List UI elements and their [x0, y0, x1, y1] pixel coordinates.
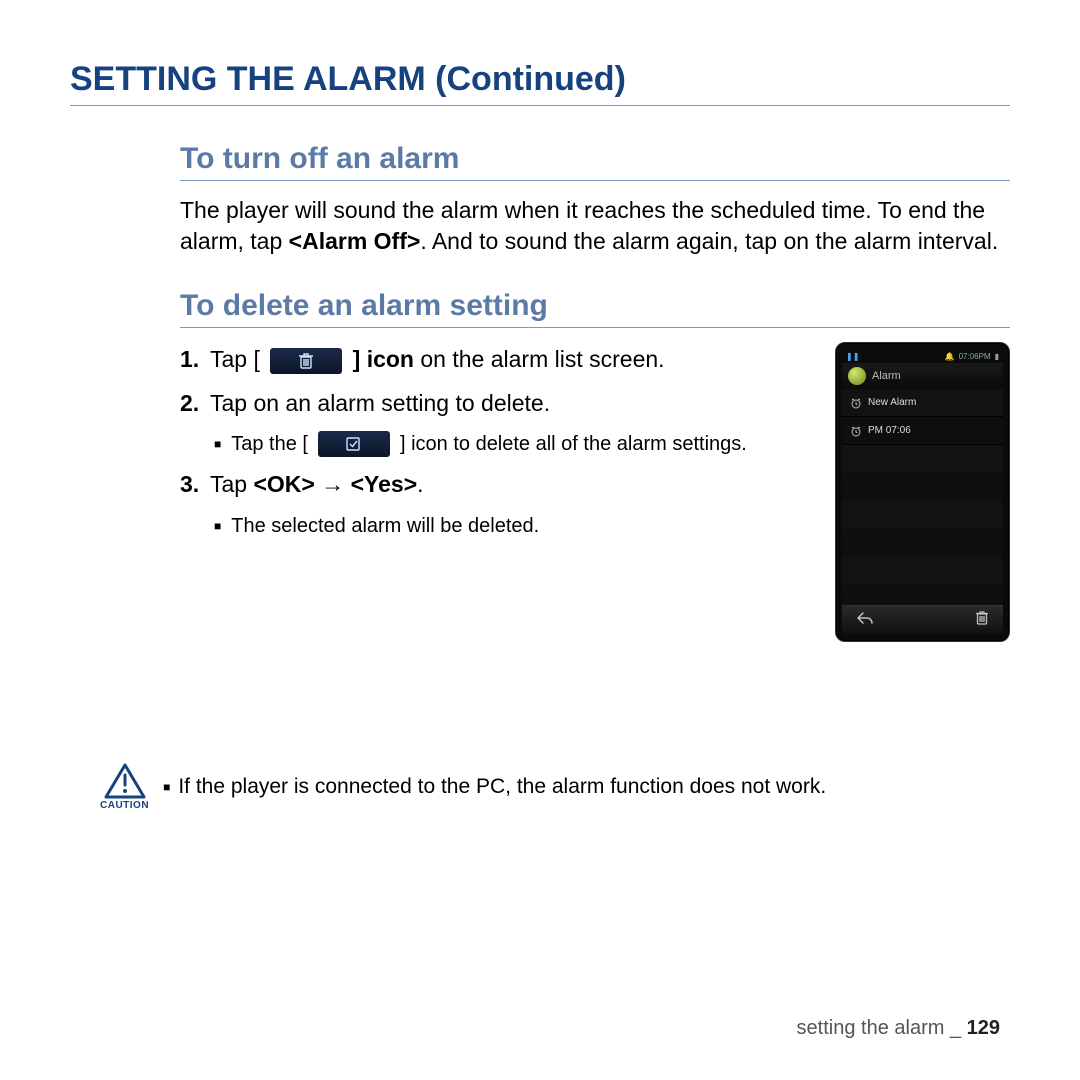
- device-header-title: Alarm: [872, 370, 901, 382]
- subheading-delete: To delete an alarm setting: [180, 289, 1010, 328]
- step-2-sub-pre: Tap the [: [231, 429, 308, 459]
- list-item[interactable]: New Alarm: [842, 389, 1003, 417]
- step-1-pre: Tap [: [210, 346, 260, 372]
- status-pause-icon: ❚❚: [846, 352, 859, 361]
- status-battery-icon: ▮: [995, 352, 999, 361]
- footer-section: setting the alarm _: [797, 1017, 962, 1039]
- instructions: 1. Tap [ ] icon on the alarm list screen…: [180, 342, 815, 549]
- caution-triangle-icon: [103, 762, 147, 800]
- list-item[interactable]: PM 07:06: [842, 417, 1003, 445]
- step-1: 1. Tap [ ] icon on the alarm list screen…: [180, 342, 815, 378]
- trash-icon[interactable]: [975, 610, 989, 631]
- alarm-clock-icon: [848, 367, 866, 385]
- device-header: Alarm: [842, 363, 1003, 389]
- caution-row: CAUTION ■ If the player is connected to …: [100, 762, 1010, 811]
- page-footer: setting the alarm _ 129: [797, 1017, 1000, 1040]
- back-icon[interactable]: [856, 611, 874, 630]
- bullet-square-icon: ■: [214, 520, 221, 532]
- page-title: SETTING THE ALARM (Continued): [70, 60, 1010, 106]
- step-2-sub: ■ Tap the [ ] icon to delete all of the …: [214, 429, 815, 459]
- step-1-num: 1.: [180, 342, 204, 378]
- step-1-post: on the alarm list screen.: [420, 346, 664, 372]
- step-2: 2. Tap on an alarm setting to delete.: [180, 386, 815, 422]
- check-all-icon: [318, 431, 390, 457]
- step-3-bold: <OK> → <Yes>: [253, 471, 417, 497]
- status-bell-icon: 🔔: [945, 352, 955, 361]
- device-footer: [842, 605, 1003, 635]
- list-item-label: PM 07:06: [868, 425, 911, 436]
- alarm-small-icon: [850, 397, 862, 409]
- s1-body-post: . And to sound the alarm again, tap on t…: [420, 228, 998, 254]
- status-time: 07:06PM: [959, 352, 991, 361]
- device-screenshot: ❚❚ 🔔 07:06PM ▮ Alarm New Alarm: [835, 342, 1010, 642]
- subheading-turn-off: To turn off an alarm: [180, 142, 1010, 181]
- caution-text: ■ If the player is connected to the PC, …: [163, 775, 826, 799]
- bullet-square-icon: ■: [214, 438, 221, 450]
- caution-label: CAUTION: [100, 800, 149, 811]
- step-3: 3. Tap <OK> → <Yes>.: [180, 467, 815, 503]
- caution-text-body: If the player is connected to the PC, th…: [178, 775, 826, 799]
- footer-page-number: 129: [967, 1017, 1000, 1039]
- step-3-sub-text: The selected alarm will be deleted.: [231, 511, 539, 541]
- step-3-pre: Tap: [210, 471, 253, 497]
- caution-badge: CAUTION: [100, 762, 149, 811]
- step-3-sub: ■ The selected alarm will be deleted.: [214, 511, 815, 541]
- step-2-num: 2.: [180, 386, 204, 422]
- list-item-label: New Alarm: [868, 397, 916, 408]
- section1-body: The player will sound the alarm when it …: [180, 195, 1010, 257]
- s1-body-bold: <Alarm Off>: [289, 228, 421, 254]
- alarm-small-icon: [850, 425, 862, 437]
- bullet-square-icon: ■: [163, 780, 170, 794]
- trash-icon: [270, 348, 342, 374]
- step-3-num: 3.: [180, 467, 204, 503]
- step-2-sub-post: ] icon to delete all of the alarm settin…: [400, 429, 747, 459]
- device-list: New Alarm PM 07:06: [842, 389, 1003, 605]
- step-1-bold: ] icon: [353, 346, 414, 372]
- step-3-post: .: [417, 471, 423, 497]
- step-2-text: Tap on an alarm setting to delete.: [210, 390, 550, 416]
- device-status-bar: ❚❚ 🔔 07:06PM ▮: [842, 349, 1003, 363]
